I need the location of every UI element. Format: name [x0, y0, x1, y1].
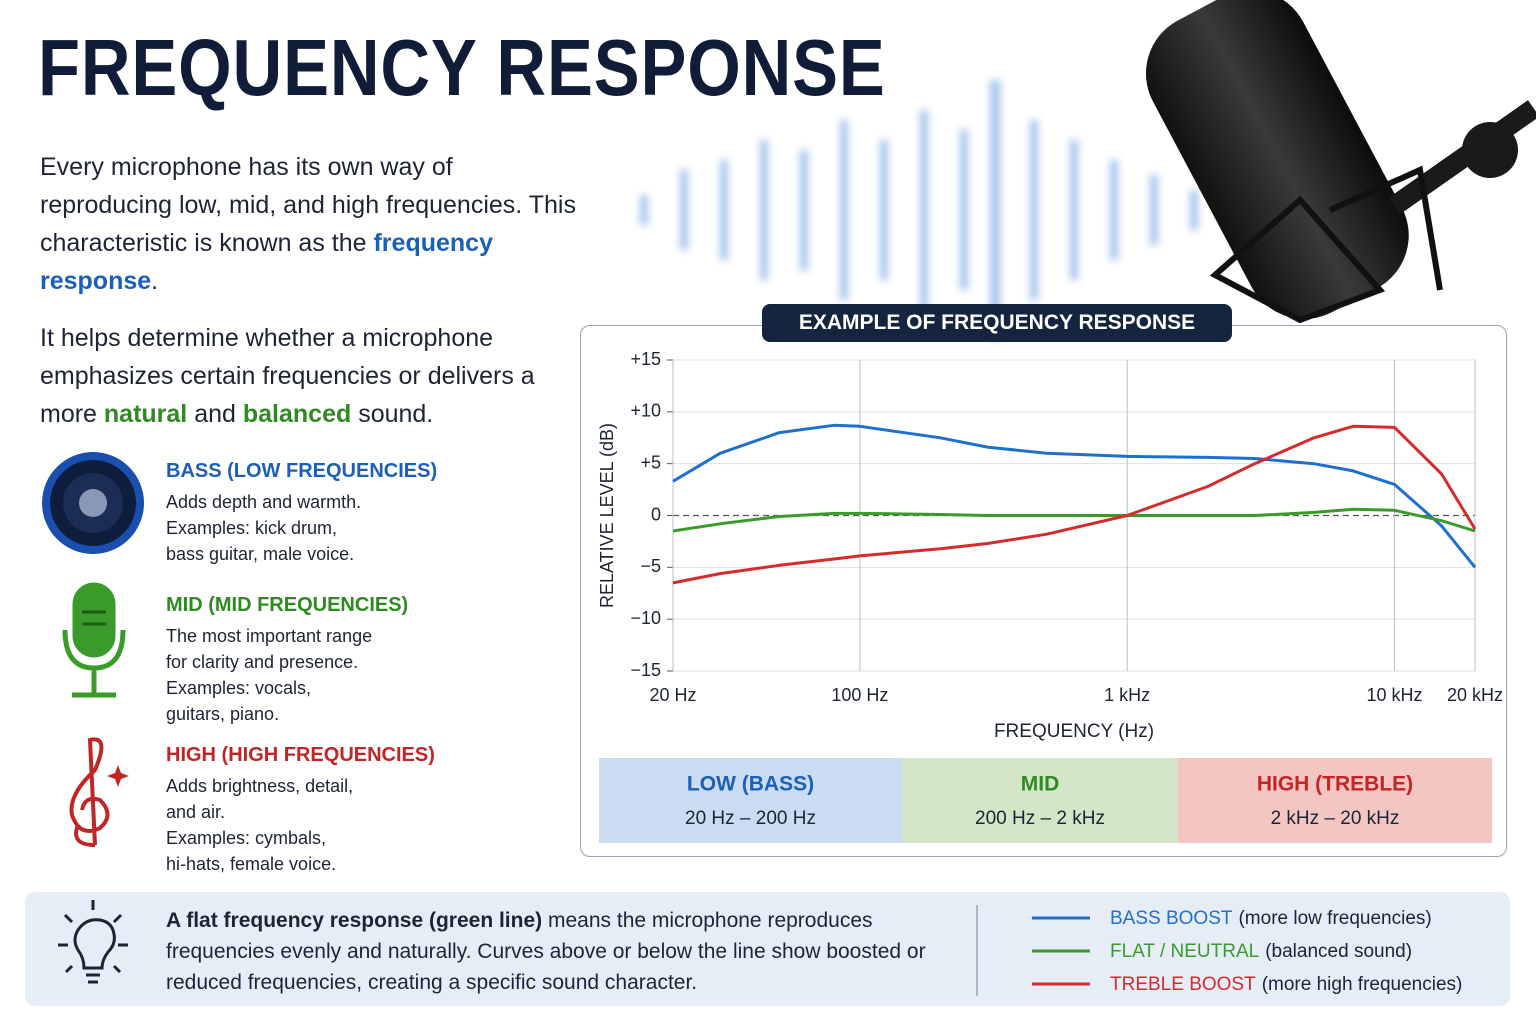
text: It helps determine whether a microphone …: [40, 324, 535, 428]
intro-paragraph: It helps determine whether a microphone …: [40, 319, 580, 433]
legend-note: (more high frequencies): [1262, 974, 1463, 995]
legend-note: (more low frequencies): [1238, 908, 1431, 929]
y-tick-label: −10: [630, 608, 661, 628]
range-line: Examples: vocals,: [166, 678, 312, 698]
waveform: [640, 80, 1198, 340]
legend-name: BASS BOOST: [1110, 908, 1233, 929]
range-line: hi-hats, female voice.: [166, 854, 337, 874]
range-line: Adds brightness, detail,: [166, 776, 354, 796]
range-line: bass guitar, male voice.: [166, 544, 355, 564]
band: [599, 758, 902, 843]
chart-title: EXAMPLE OF FREQUENCY RESPONSE GRAPH: [762, 304, 1232, 372]
legend-entry: FLAT / NEUTRAL (balanced sound): [1110, 941, 1412, 962]
y-tick-label: +15: [630, 349, 661, 369]
x-tick-label: 20 Hz: [649, 685, 696, 705]
x-tick-label: 10 kHz: [1367, 685, 1423, 705]
text: and: [187, 400, 243, 428]
legend-entry: BASS BOOST (more low frequencies): [1110, 908, 1432, 929]
range-line: Adds depth and warmth.: [166, 492, 362, 512]
series-line: [672, 424, 1477, 585]
mid-icon: [62, 582, 126, 698]
highlight: natural: [103, 400, 188, 428]
y-tick-label: +10: [630, 401, 661, 421]
high-icon: [69, 737, 129, 847]
range-item: HIGH (HIGH FREQUENCIES) Adds brightness, …: [166, 742, 435, 877]
microphone: [1145, 0, 1536, 324]
page-title: FREQUENCY RESPONSE: [38, 23, 886, 112]
intro-paragraph: Every microphone has its own way of repr…: [40, 148, 580, 300]
x-axis-label: FREQUENCY (Hz): [994, 721, 1154, 742]
bulb-icon: [58, 900, 128, 984]
y-tick-label: −5: [640, 556, 661, 576]
band-name: LOW (BASS): [687, 773, 814, 796]
range-item: BASS (LOW FREQUENCIES) Adds depth and war…: [166, 458, 437, 567]
y-tick-label: 0: [651, 504, 661, 524]
range-line: guitars, piano.: [166, 704, 280, 724]
highlight: balanced: [242, 400, 352, 428]
bass-icon: [42, 452, 144, 554]
y-tick-label: −15: [630, 660, 661, 680]
range-line: for clarity and presence.: [166, 652, 359, 672]
text: .: [151, 267, 159, 295]
tip-bold: A flat frequency response (green line): [166, 909, 543, 932]
range-title: HIGH (HIGH FREQUENCIES): [166, 744, 435, 766]
tip-box: [25, 892, 1510, 1006]
band: [902, 758, 1178, 843]
y-tick-label: +5: [640, 452, 661, 472]
legend-note: (balanced sound): [1265, 941, 1412, 962]
range-item: MID (MID FREQUENCIES) The most important …: [166, 592, 408, 727]
band-name: HIGH (TREBLE): [1257, 773, 1413, 796]
y-axis-label: RELATIVE LEVEL (dB): [597, 423, 617, 608]
x-tick-label: 1 kHz: [1104, 685, 1150, 705]
series-line: [672, 507, 1476, 533]
band-range: 20 Hz – 200 Hz: [685, 808, 816, 829]
band-name: MID: [1021, 773, 1060, 796]
legend-name: TREBLE BOOST: [1110, 974, 1256, 995]
series-line: [672, 423, 1477, 569]
range-line: Examples: kick drum,: [166, 518, 338, 538]
legend-entry: TREBLE BOOST (more high frequencies): [1110, 974, 1462, 995]
tip-text: A flat frequency response (green line) m…: [166, 905, 936, 998]
x-tick-label: 100 Hz: [831, 685, 888, 705]
legend-name: FLAT / NEUTRAL: [1110, 941, 1259, 962]
range-title: BASS (LOW FREQUENCIES): [166, 460, 438, 482]
text: Every microphone has its own way of repr…: [40, 153, 576, 257]
text: sound.: [351, 400, 434, 428]
band-range: 200 Hz – 2 kHz: [975, 808, 1105, 829]
range-line: The most important range: [166, 626, 373, 646]
range-title: MID (MID FREQUENCIES): [166, 594, 409, 616]
tip-rest: means the microphone reproduces frequenc…: [166, 909, 926, 994]
band-range: 2 kHz – 20 kHz: [1271, 808, 1400, 829]
x-tick-label: 20 kHz: [1447, 685, 1503, 705]
highlight: frequency response: [40, 229, 493, 295]
range-line: and air.: [166, 802, 226, 822]
band: [1178, 758, 1492, 843]
range-line: Examples: cymbals,: [166, 828, 327, 848]
